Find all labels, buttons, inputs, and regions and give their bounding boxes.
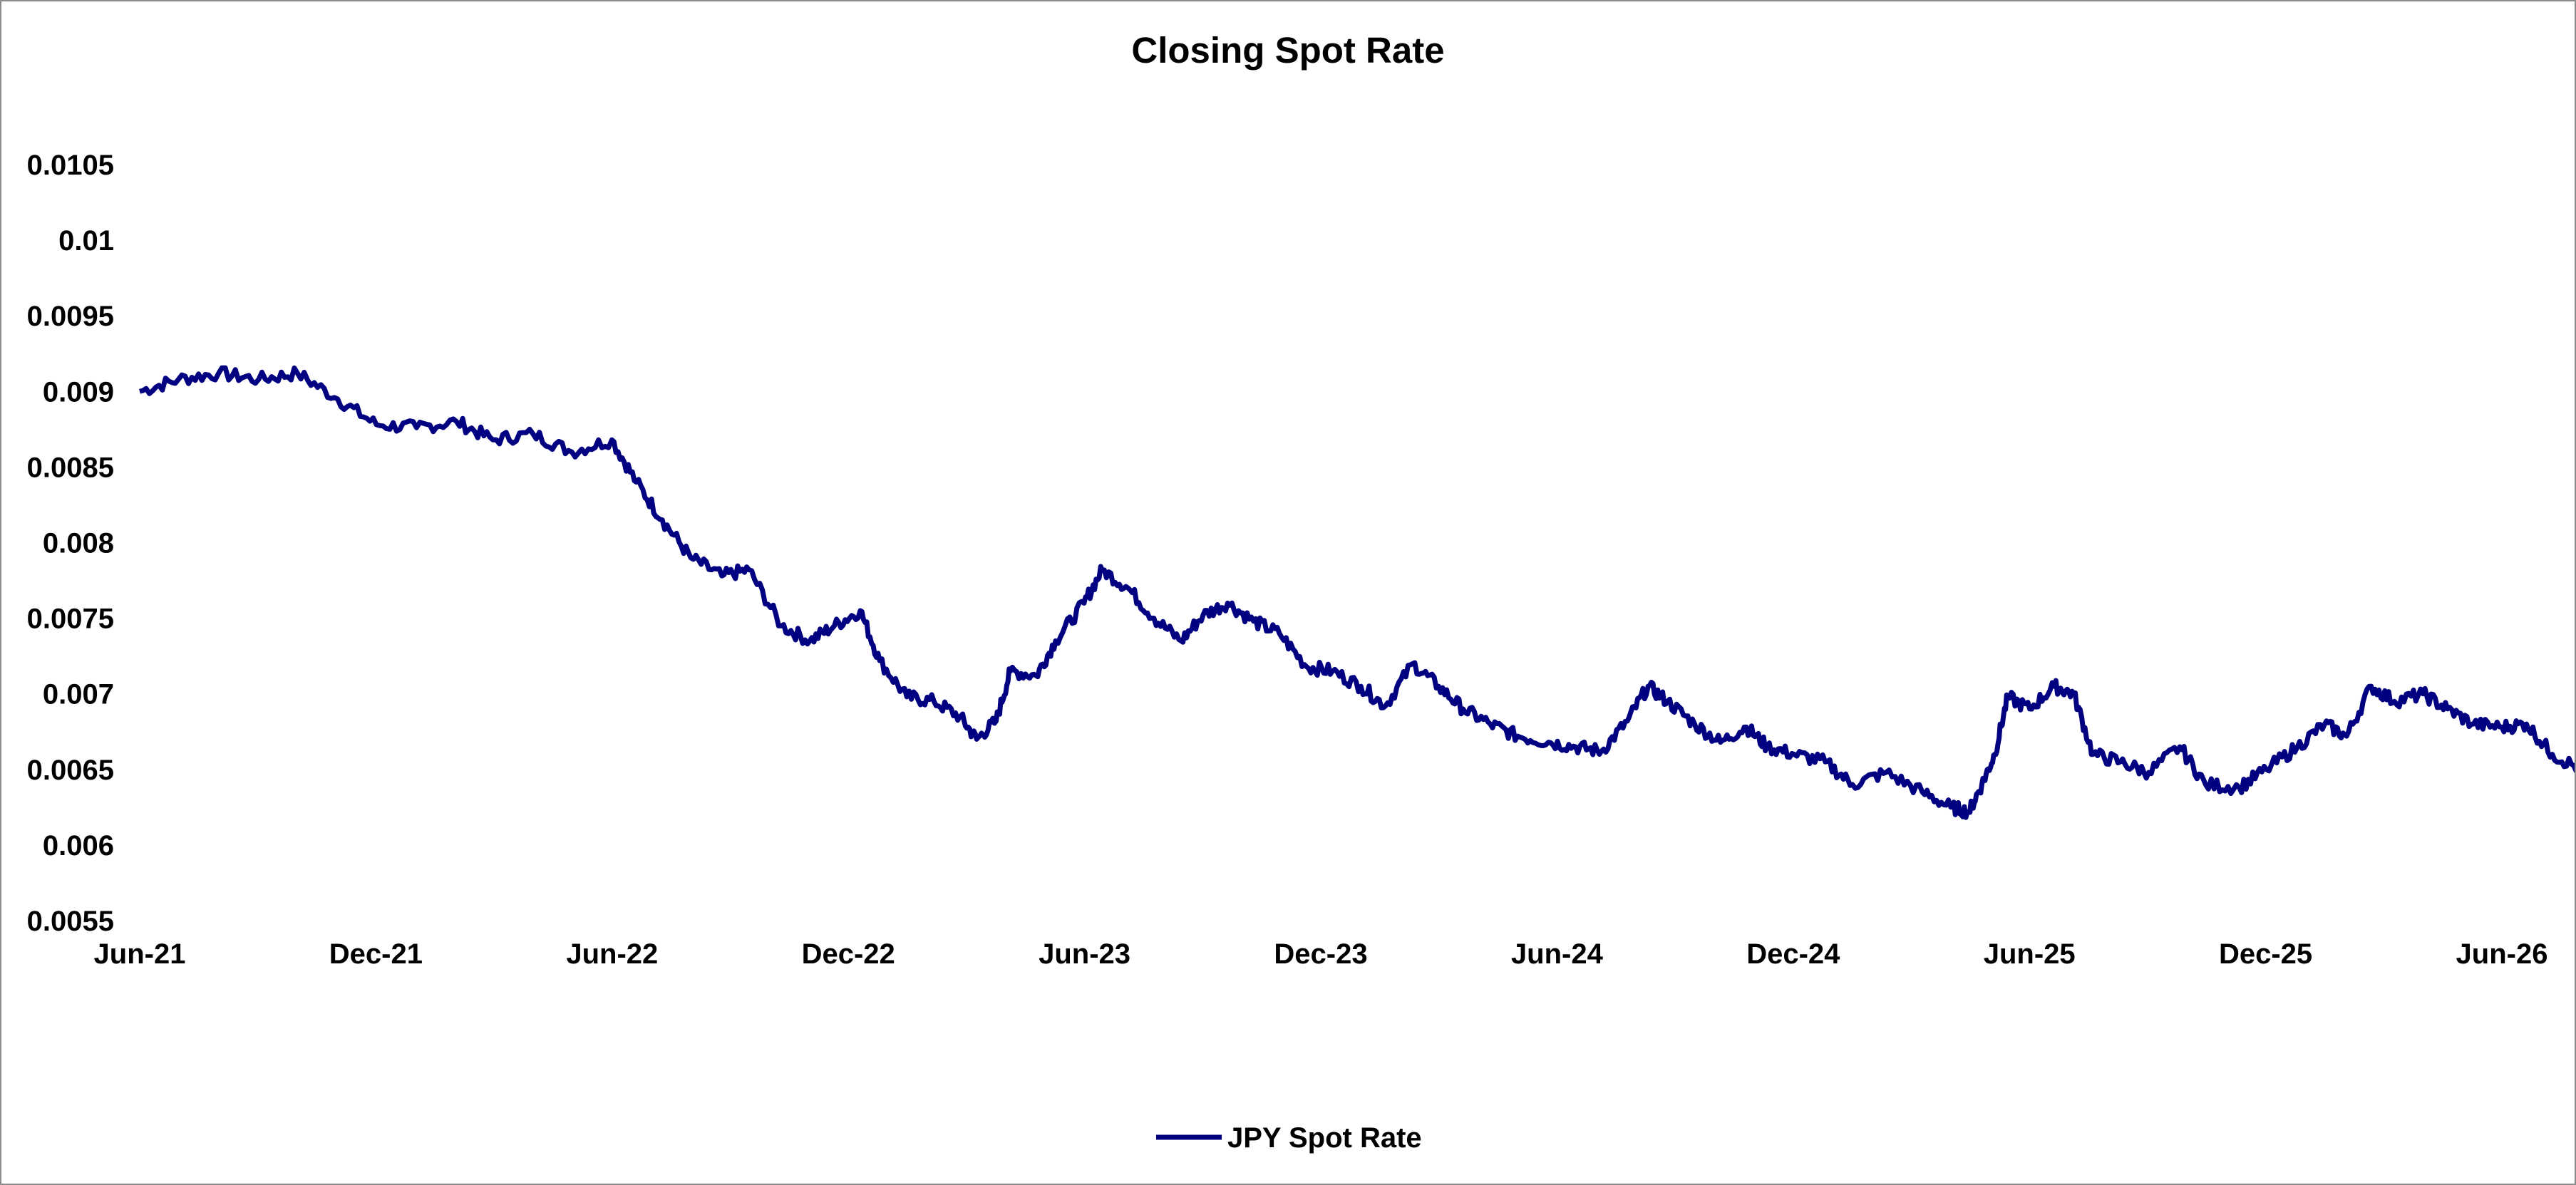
y-tick-label: 0.0075: [27, 604, 114, 635]
x-axis: Jun-21 Dec-21 Jun-22 Dec-22 Jun-23 Dec-23 Jun-…: [94, 938, 2548, 970]
series-line-jpy-spot-rate: [139, 365, 2575, 820]
x-tick-label: Jun-21: [94, 938, 186, 970]
x-tick-label: Dec-24: [1746, 938, 1840, 970]
x-tick-label: Dec-21: [329, 938, 423, 970]
y-tick-label: 0.007: [43, 679, 114, 710]
y-tick-label: 0.0055: [27, 906, 114, 937]
x-tick-label: Dec-25: [2219, 938, 2312, 970]
x-tick-label: Dec-22: [802, 938, 895, 970]
x-tick-label: Jun-23: [1039, 938, 1130, 970]
x-tick-label: Jun-22: [566, 938, 658, 970]
y-tick-label: 0.0095: [27, 301, 114, 332]
plot-area: [139, 365, 2575, 820]
x-tick-label: Jun-25: [1984, 938, 2076, 970]
x-tick-label: Jun-26: [2456, 938, 2548, 970]
y-tick-label: 0.0105: [27, 150, 114, 181]
chart-title: Closing Spot Rate: [1131, 30, 1444, 71]
legend-label: JPY Spot Rate: [1227, 1122, 1422, 1154]
y-tick-label: 0.006: [43, 830, 114, 861]
y-tick-label: 0.0085: [27, 452, 114, 483]
x-tick-label: Dec-23: [1274, 938, 1367, 970]
y-tick-label: 0.01: [58, 225, 114, 257]
x-tick-label: Jun-24: [1511, 938, 1604, 970]
y-tick-label: 0.008: [43, 528, 114, 559]
legend: JPY Spot Rate: [1156, 1122, 1422, 1154]
y-tick-label: 0.009: [43, 376, 114, 408]
y-tick-label: 0.0065: [27, 755, 114, 786]
y-axis: 0.0105 0.01 0.0095 0.009 0.0085 0.008 0.0075 0.…: [27, 150, 114, 937]
